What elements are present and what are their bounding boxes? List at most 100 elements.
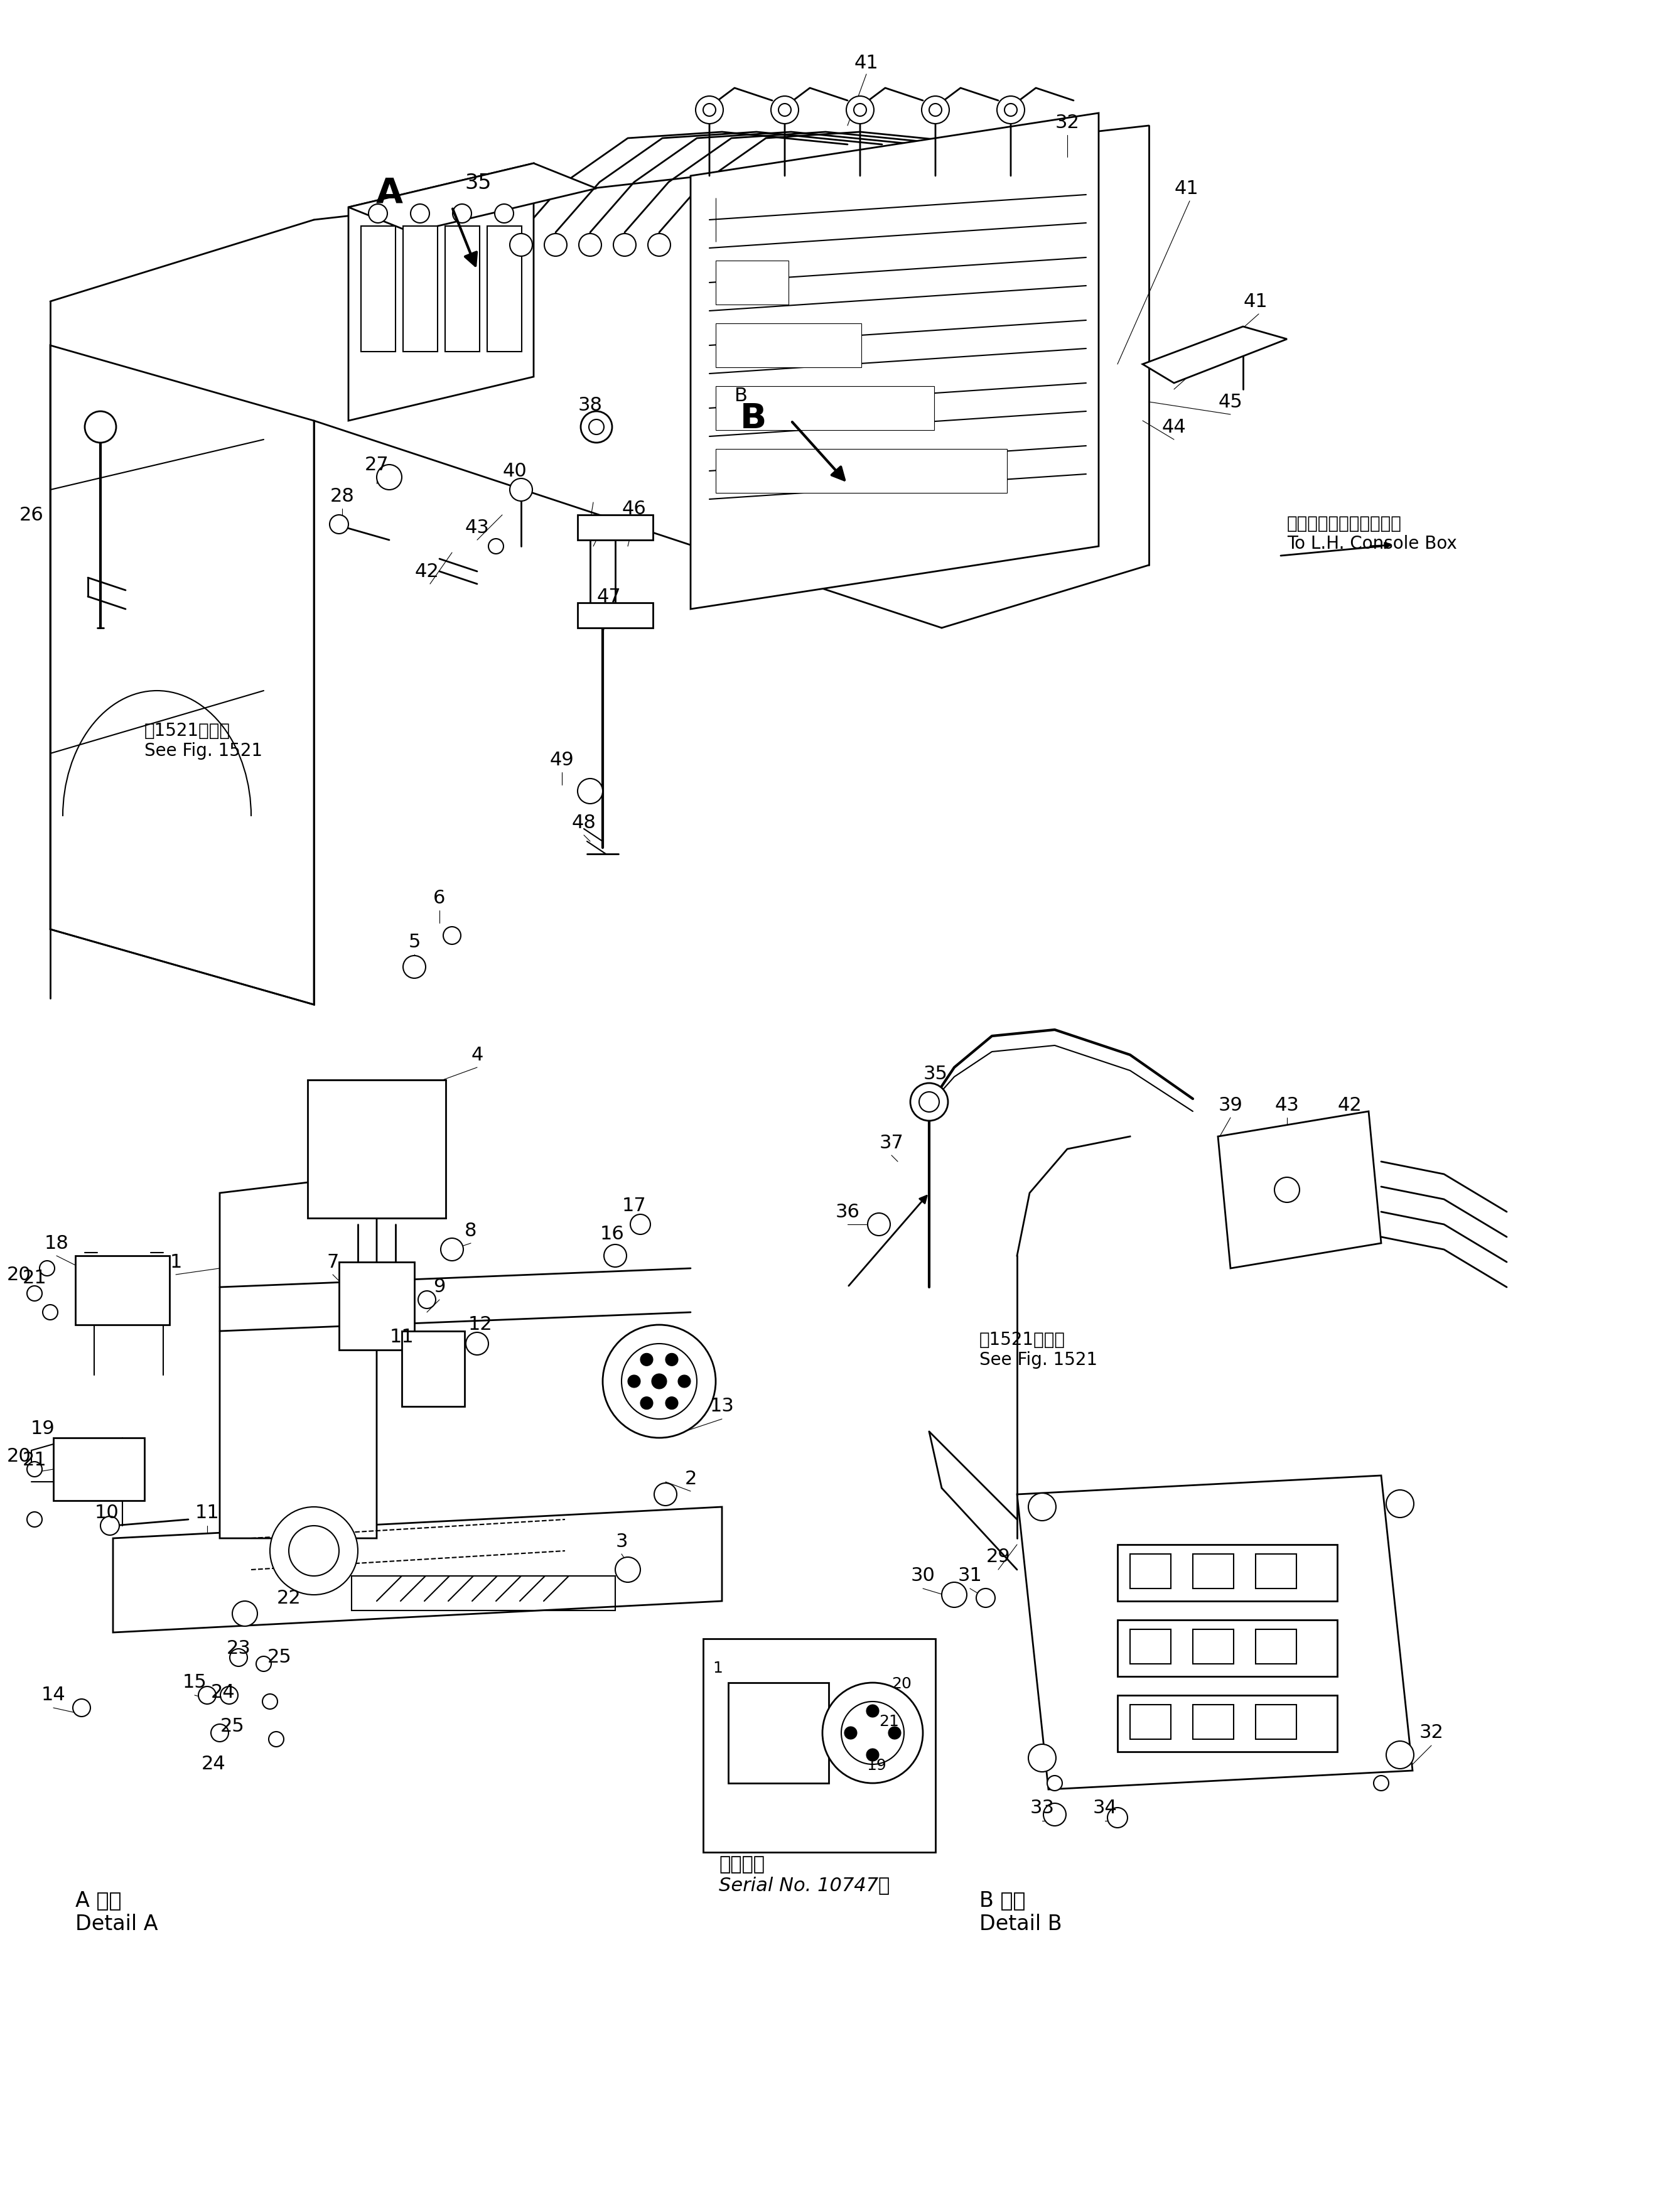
Circle shape <box>1374 1776 1389 1791</box>
Bar <box>339 1261 415 1349</box>
Text: 36: 36 <box>835 1202 860 1220</box>
Circle shape <box>465 1332 489 1356</box>
Text: 23: 23 <box>227 1638 250 1658</box>
Text: 13: 13 <box>709 1397 734 1415</box>
Text: 9: 9 <box>433 1279 445 1296</box>
Circle shape <box>845 1726 857 1739</box>
Text: 2: 2 <box>684 1469 697 1487</box>
Bar <box>1255 1555 1297 1588</box>
Circle shape <box>648 234 670 256</box>
Bar <box>1131 1629 1171 1664</box>
Circle shape <box>232 1601 257 1627</box>
Circle shape <box>101 1515 119 1535</box>
Text: 42: 42 <box>1337 1095 1362 1115</box>
Circle shape <box>929 103 942 116</box>
Text: 37: 37 <box>879 1134 904 1152</box>
Polygon shape <box>348 164 596 232</box>
Bar <box>1193 1555 1233 1588</box>
Circle shape <box>509 477 533 502</box>
Bar <box>1117 1695 1337 1752</box>
Circle shape <box>1386 1741 1415 1770</box>
Bar <box>402 1332 465 1406</box>
Text: 12: 12 <box>469 1316 492 1334</box>
Circle shape <box>329 515 348 534</box>
Circle shape <box>255 1656 270 1671</box>
Text: 44: 44 <box>1163 418 1186 436</box>
Text: 46: 46 <box>622 499 647 517</box>
Bar <box>716 385 934 429</box>
Text: 1: 1 <box>712 1660 722 1675</box>
Circle shape <box>198 1686 217 1704</box>
Circle shape <box>72 1699 91 1717</box>
Circle shape <box>230 1649 247 1667</box>
Text: 左コンソールボックスへ
To L.H. Console Box: 左コンソールボックスへ To L.H. Console Box <box>1287 515 1457 552</box>
Text: A 詳細
Detail A: A 詳細 Detail A <box>76 1890 158 1934</box>
Text: 20: 20 <box>892 1675 912 1691</box>
Bar <box>716 449 1006 493</box>
Circle shape <box>665 1397 679 1410</box>
Circle shape <box>640 1397 654 1410</box>
Text: 21: 21 <box>22 1268 47 1288</box>
Text: 20: 20 <box>7 1448 30 1465</box>
Bar <box>76 1255 170 1325</box>
Circle shape <box>590 420 603 434</box>
Circle shape <box>654 1483 677 1505</box>
Text: 35: 35 <box>924 1064 948 1082</box>
Polygon shape <box>220 1174 376 1537</box>
Text: A: A <box>376 175 403 210</box>
Bar <box>1255 1704 1297 1739</box>
Text: 17: 17 <box>622 1196 647 1215</box>
Text: 39: 39 <box>1218 1095 1243 1115</box>
Circle shape <box>212 1724 228 1741</box>
Circle shape <box>847 96 874 123</box>
Text: 21: 21 <box>22 1450 47 1469</box>
Circle shape <box>270 1507 358 1594</box>
Polygon shape <box>50 346 314 1005</box>
Text: 11: 11 <box>390 1329 413 1347</box>
Circle shape <box>27 1286 42 1301</box>
Circle shape <box>679 1375 690 1388</box>
Bar <box>1117 1544 1337 1601</box>
Circle shape <box>603 1325 716 1439</box>
Circle shape <box>778 103 791 116</box>
Bar <box>1117 1621 1337 1675</box>
Circle shape <box>84 412 116 442</box>
Text: 40: 40 <box>502 462 528 480</box>
Text: 49: 49 <box>549 751 575 769</box>
Polygon shape <box>704 1638 936 1853</box>
Circle shape <box>1275 1178 1300 1202</box>
Bar <box>578 602 654 629</box>
Bar <box>727 1682 828 1783</box>
Circle shape <box>823 1682 922 1783</box>
Bar <box>1131 1555 1171 1588</box>
Circle shape <box>403 955 425 979</box>
Text: 第1521図参照
See Fig. 1521: 第1521図参照 See Fig. 1521 <box>979 1332 1097 1369</box>
Text: 3: 3 <box>615 1533 628 1551</box>
Polygon shape <box>348 164 534 420</box>
Circle shape <box>842 1702 904 1765</box>
Circle shape <box>289 1526 339 1577</box>
Circle shape <box>771 96 798 123</box>
Text: 47: 47 <box>596 587 622 607</box>
Text: 32: 32 <box>1055 114 1080 131</box>
Text: 6: 6 <box>433 889 445 907</box>
Circle shape <box>40 1261 55 1277</box>
Text: 41: 41 <box>853 55 879 72</box>
Text: 25: 25 <box>267 1649 292 1667</box>
Text: 5: 5 <box>408 933 420 950</box>
Text: 10: 10 <box>94 1505 119 1522</box>
Circle shape <box>603 1244 627 1268</box>
Circle shape <box>704 103 716 116</box>
Bar <box>487 226 522 353</box>
Circle shape <box>220 1686 239 1704</box>
Circle shape <box>615 1557 640 1581</box>
Circle shape <box>622 1345 697 1419</box>
Bar <box>716 261 788 304</box>
Text: 30: 30 <box>911 1566 936 1586</box>
Polygon shape <box>1218 1110 1381 1268</box>
Text: 適用号機
Serial No. 10747～: 適用号機 Serial No. 10747～ <box>719 1855 890 1894</box>
Text: 22: 22 <box>277 1588 301 1607</box>
Bar <box>54 1439 144 1500</box>
Circle shape <box>613 234 637 256</box>
Circle shape <box>867 1704 879 1717</box>
